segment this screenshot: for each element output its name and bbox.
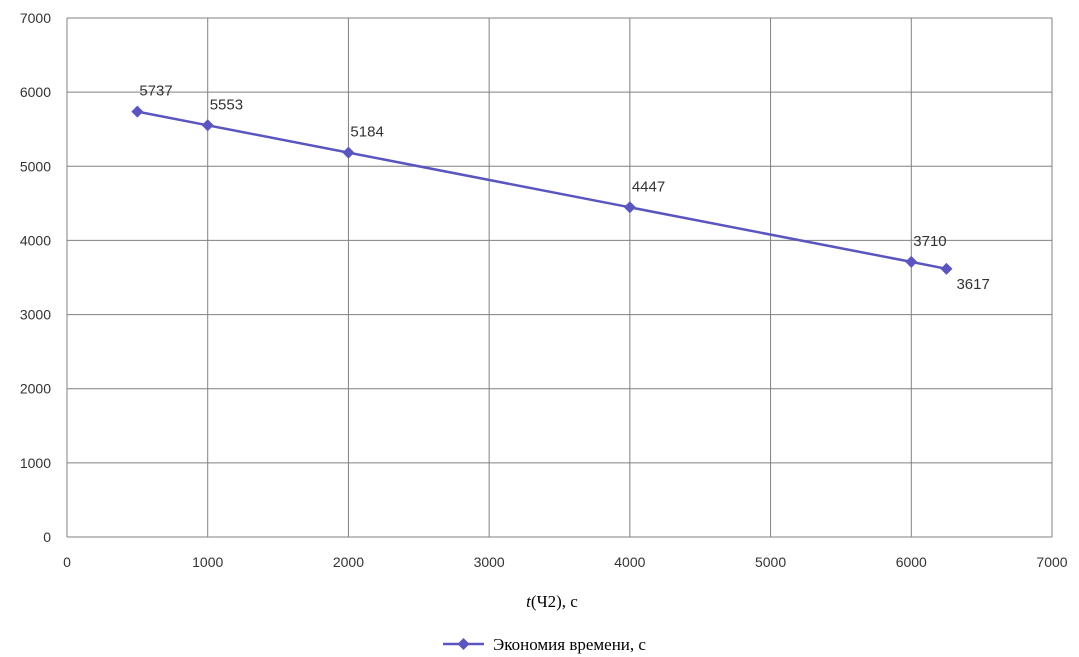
y-tick-label: 4000 <box>20 232 51 248</box>
data-point-diamond <box>342 146 355 159</box>
x-tick-label: 0 <box>63 554 71 570</box>
x-axis-title: t(Ч2), с <box>526 592 578 611</box>
data-label: 5737 <box>139 83 172 100</box>
y-tick-label: 1000 <box>20 455 51 471</box>
x-axis-title-rest: (Ч2), с <box>531 592 578 611</box>
data-point-diamond <box>131 105 144 118</box>
data-label: 4447 <box>632 178 665 195</box>
data-point-diamond <box>201 119 214 132</box>
y-tick-label: 3000 <box>20 307 51 323</box>
x-tick-label: 7000 <box>1036 554 1067 570</box>
legend: Экономия времени, с <box>443 635 646 654</box>
data-label: 5553 <box>210 96 243 113</box>
x-tick-label: 1000 <box>192 554 223 570</box>
y-tick-label: 6000 <box>20 84 51 100</box>
data-point-diamond <box>940 262 953 275</box>
data-labels: 5737 5553 5184 4447 3710 3617 <box>139 83 989 293</box>
x-tick-label: 4000 <box>614 554 645 570</box>
legend-label: Экономия времени, с <box>493 635 646 654</box>
x-tick-label: 2000 <box>333 554 364 570</box>
axis-ticks: 0 1000 2000 3000 4000 5000 6000 7000 0 1000 2000 30… <box>20 10 1068 570</box>
data-label: 5184 <box>350 124 383 141</box>
x-tick-label: 6000 <box>896 554 927 570</box>
x-tick-label: 5000 <box>755 554 786 570</box>
grid <box>66 17 1053 538</box>
data-point-diamond <box>623 201 636 214</box>
data-label: 3617 <box>956 276 989 293</box>
x-tick-label: 3000 <box>474 554 505 570</box>
series <box>131 105 953 275</box>
data-point-diamond <box>905 255 918 268</box>
series-line <box>137 110 947 271</box>
y-tick-label: 2000 <box>20 381 51 397</box>
x-axis-title-variable: t <box>526 592 532 611</box>
y-tick-label: 5000 <box>20 158 51 174</box>
y-tick-label: 0 <box>43 529 51 545</box>
data-label: 3710 <box>913 233 946 250</box>
legend-marker-diamond <box>457 638 470 650</box>
y-tick-label: 7000 <box>20 10 51 26</box>
